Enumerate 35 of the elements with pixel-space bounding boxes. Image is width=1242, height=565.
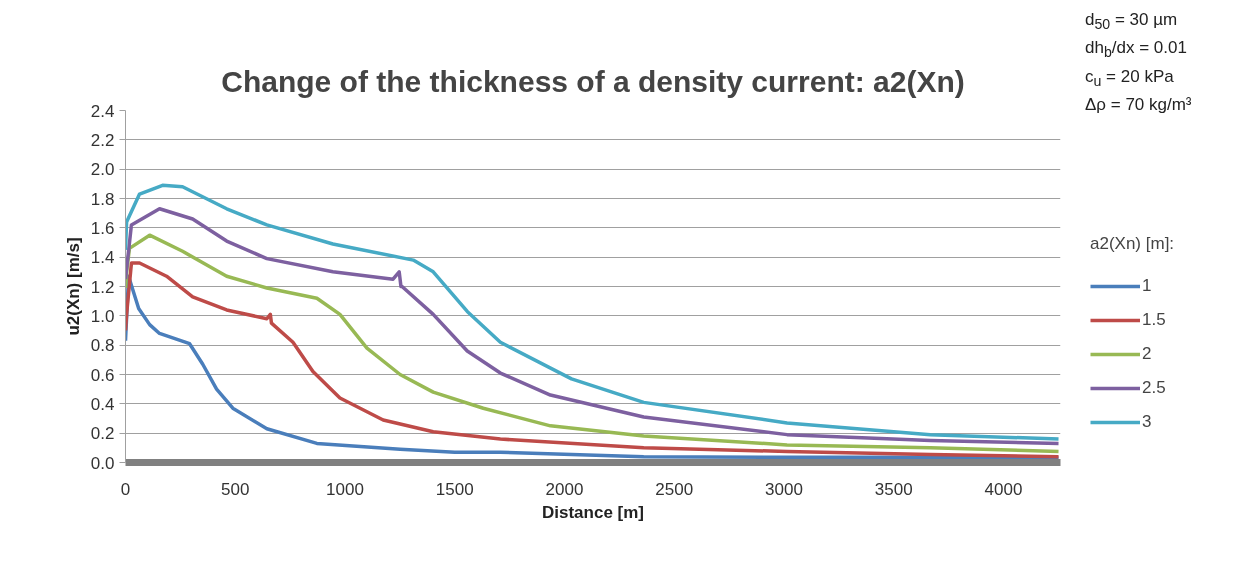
y-tick-label: 1.6 — [90, 218, 115, 238]
y-tick-label: 2.2 — [90, 130, 115, 150]
x-tick-label: 500 — [221, 479, 250, 499]
x-tick-label: 2000 — [545, 479, 584, 499]
y-tick-label: 1.4 — [90, 248, 115, 268]
legend-label: 1 — [1142, 276, 1153, 296]
x-tick-label: 1500 — [435, 479, 474, 499]
text: dh$_{b}$/dx = 0.01 — [1085, 38, 1187, 61]
y-tick-label: 0.0 — [90, 453, 115, 473]
y-tick-label: 1.2 — [90, 277, 115, 297]
y-tick-label: 2.0 — [90, 160, 115, 180]
y-tick-label: 1.8 — [90, 189, 115, 209]
text: c$_{u}$ = 20 kPa — [1085, 66, 1174, 90]
chart-title: Change of the thickness of a density current: a2(Xn) — [221, 65, 965, 98]
x-tick-label: 3000 — [765, 479, 803, 499]
legend-label: 2.5 — [1142, 378, 1166, 398]
x-tick-label: 2500 — [655, 479, 694, 499]
x-tick-label: 4000 — [984, 479, 1023, 499]
legend-label: 2 — [1142, 344, 1153, 364]
text: d$_{50}$ = 30 µm — [1085, 10, 1178, 33]
x-tick-label: 1000 — [326, 479, 364, 499]
x-tick-label: 3500 — [874, 479, 913, 499]
y-tick-label: 0.8 — [90, 336, 115, 356]
x-axis-title: Distance [m] — [541, 502, 645, 522]
y-tick-label: 0.6 — [90, 365, 115, 385]
x-tick-label: 0 — [120, 479, 131, 499]
text: Δρ = 70 kg/m³ — [1085, 95, 1192, 115]
legend-title: a2(Xn) [m]: — [1090, 234, 1175, 254]
y-tick-label: 2.4 — [90, 101, 115, 121]
y-axis-title: u2(Xn) [m/s] — [63, 237, 83, 336]
legend-label: 1.5 — [1142, 310, 1166, 330]
y-tick-label: 0.2 — [90, 424, 115, 444]
legend-label: 3 — [1142, 412, 1153, 432]
y-tick-label: 1.0 — [90, 306, 115, 326]
y-tick-label: 0.4 — [90, 394, 115, 414]
